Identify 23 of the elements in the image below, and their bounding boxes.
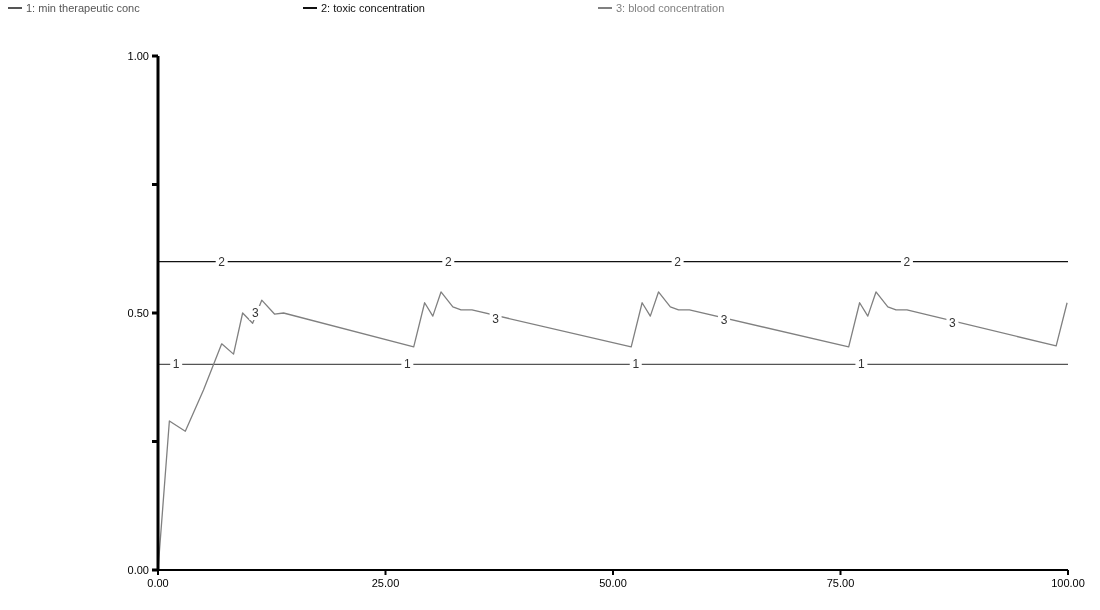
annotation: 1 (632, 357, 640, 372)
annotation: 2 (218, 254, 226, 269)
annotation: 3 (492, 312, 500, 327)
annotation: 1 (858, 357, 866, 372)
x-tick-label: 0.00 (147, 577, 169, 589)
annotation: 2 (674, 254, 682, 269)
annotation: 3 (720, 313, 728, 328)
x-tick-label: 25.00 (371, 577, 400, 589)
annotation: 3 (949, 316, 957, 331)
annotation: 2 (903, 254, 911, 269)
legend-label: 3: blood concentration (616, 2, 725, 14)
legend-label: 2: toxic concentration (321, 2, 425, 14)
x-tick-label: 50.00 (599, 577, 627, 589)
x-tick-label: 75.00 (826, 577, 855, 589)
annotation: 1 (404, 357, 411, 372)
annotation: 2 (444, 254, 452, 269)
annotation: 3 (252, 306, 260, 320)
legend-label: 1: min therapeutic conc (26, 2, 141, 14)
y-tick-label: 0.00 (127, 564, 149, 576)
annotation: 1 (172, 357, 180, 372)
y-tick-label: 0.50 (127, 307, 149, 319)
x-tick-label: 100.00 (1051, 577, 1085, 589)
y-tick-label: 1.00 (127, 50, 149, 62)
